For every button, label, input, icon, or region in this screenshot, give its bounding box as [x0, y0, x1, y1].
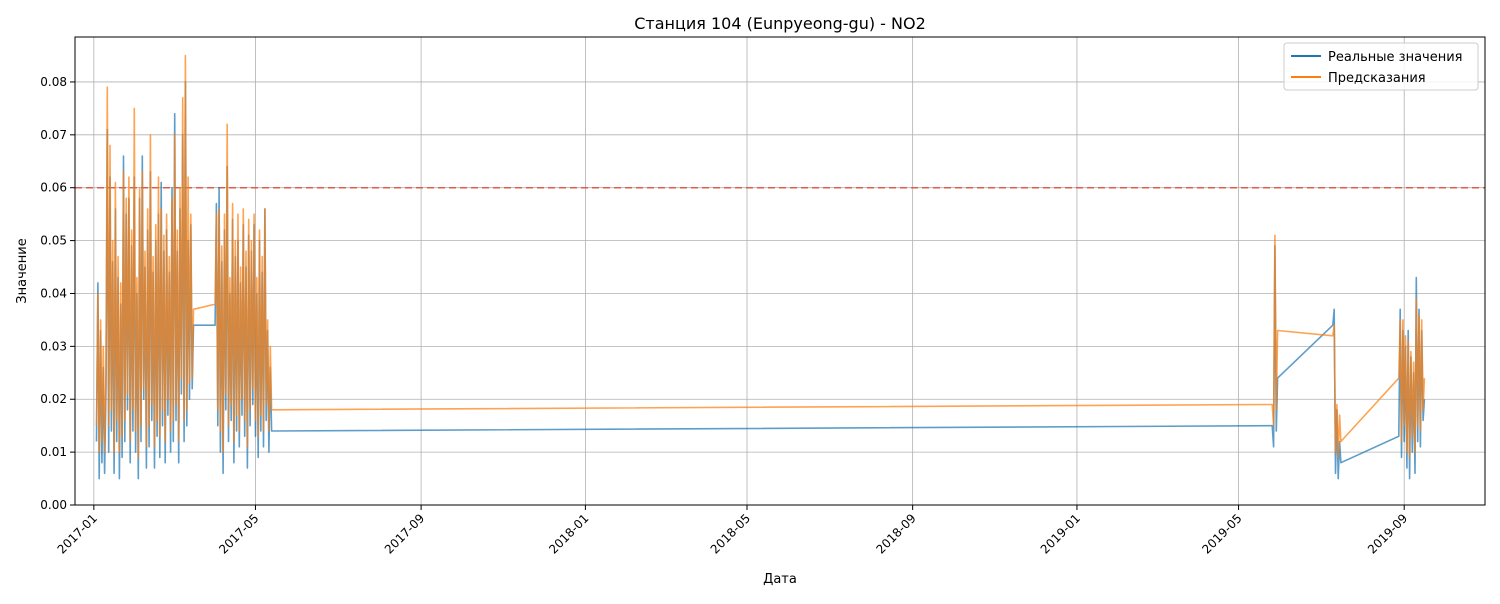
legend-box — [1283, 42, 1479, 91]
legend: Реальные значения Предсказания — [1283, 42, 1479, 91]
y-axis-label: Значение — [15, 238, 30, 303]
x-tick-label: 2018-09 — [873, 511, 918, 556]
x-axis-label: Дата — [763, 572, 797, 587]
series-line-actual — [95, 81, 1426, 480]
grid — [75, 37, 1485, 506]
x-tick-label: 2019-09 — [1365, 511, 1410, 556]
x-tick-label: 2017-05 — [216, 511, 261, 556]
y-tick-label: 0.00 — [40, 498, 67, 512]
legend-label-actual: Реальные значения — [1328, 50, 1463, 65]
y-tick-label: 0.07 — [40, 128, 67, 142]
series-layer — [95, 54, 1426, 480]
plot-area-frame — [74, 36, 1486, 506]
y-tick-label: 0.08 — [40, 75, 67, 89]
y-tick-label: 0.05 — [40, 234, 67, 248]
y-tick-label: 0.02 — [40, 392, 67, 406]
y-tick-label: 0.04 — [40, 286, 67, 300]
legend-label-predicted: Предсказания — [1328, 71, 1426, 86]
x-tick-label: 2019-05 — [1199, 511, 1244, 556]
series-line-predicted — [95, 54, 1426, 459]
x-tick-label: 2019-01 — [1038, 511, 1083, 556]
chart-title: Станция 104 (Eunpyeong-gu) - NO2 — [634, 14, 926, 33]
x-tick-label: 2018-05 — [708, 511, 753, 556]
x-axis: 2017-01 2017-05 2017-09 2018-01 2018-05 2018-… — [55, 505, 1410, 557]
x-tick-label: 2018-01 — [546, 511, 591, 556]
y-tick-label: 0.03 — [40, 339, 67, 353]
y-axis: 0.00 0.01 0.02 0.03 0.04 0.05 0.06 0.07 0.08 — [40, 75, 75, 512]
y-tick-label: 0.01 — [40, 445, 67, 459]
x-tick-label: 2017-09 — [382, 511, 427, 556]
x-tick-label: 2017-01 — [55, 511, 100, 556]
y-tick-label: 0.06 — [40, 181, 67, 195]
